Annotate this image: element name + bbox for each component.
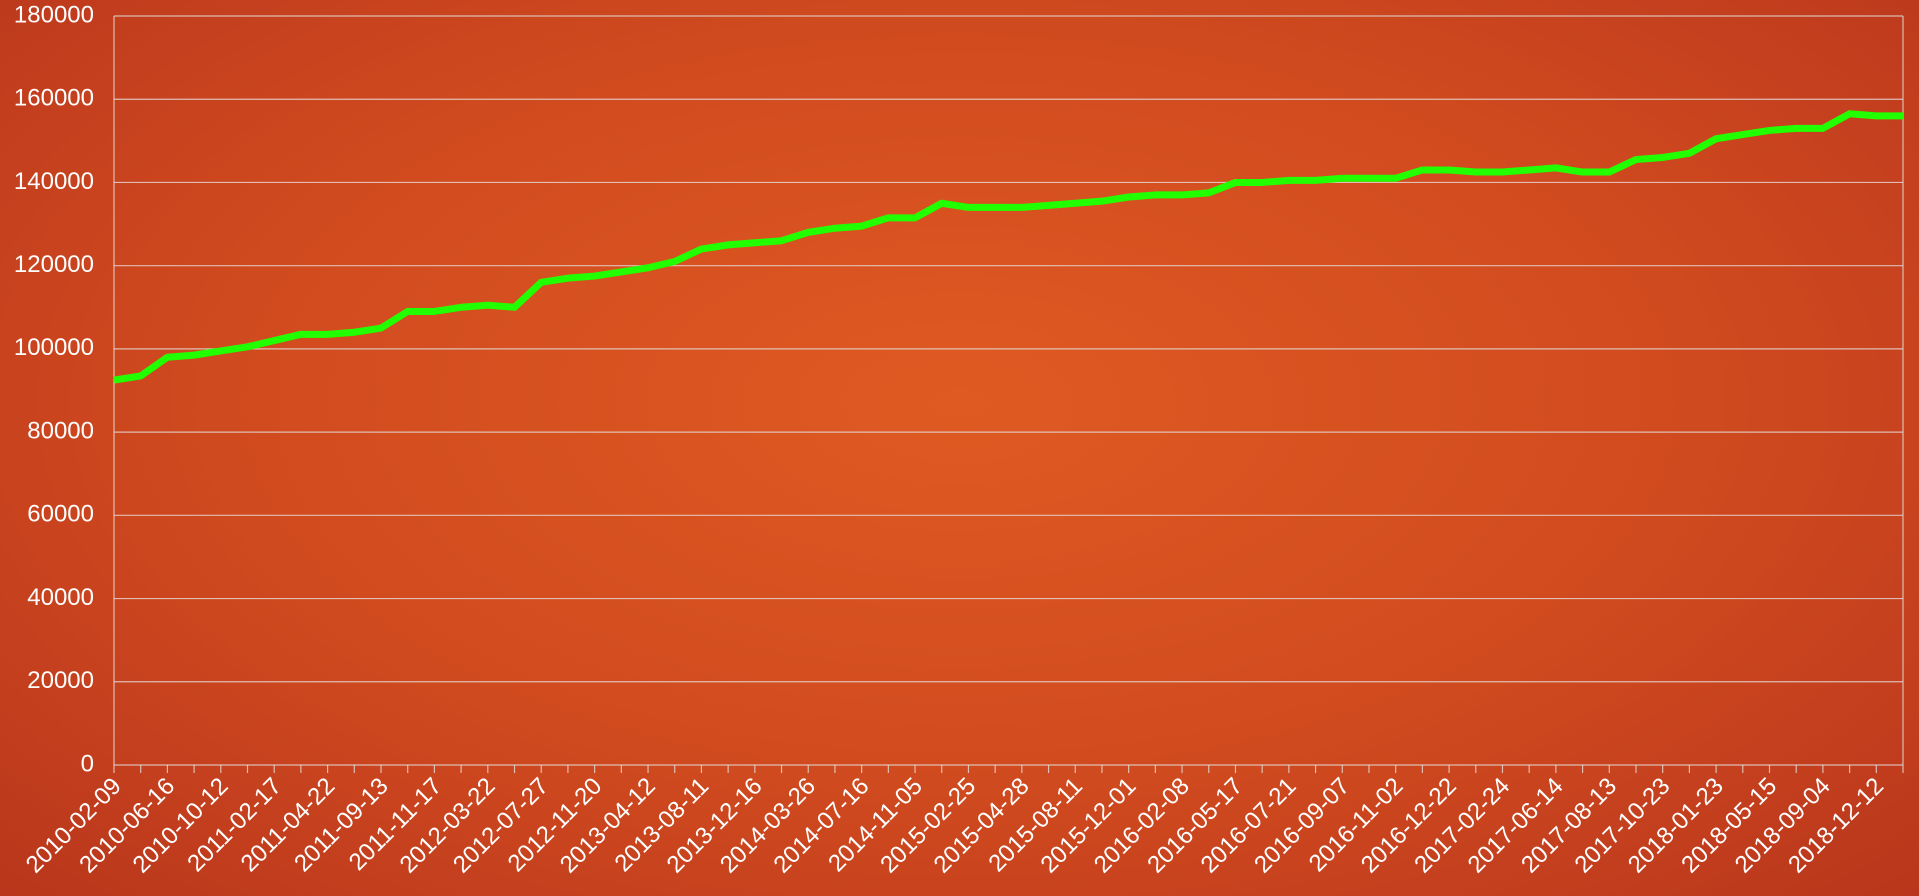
y-tick-label: 160000 xyxy=(14,85,94,112)
y-tick-label: 180000 xyxy=(14,1,94,28)
y-tick-label: 60000 xyxy=(27,501,94,528)
y-tick-label: 20000 xyxy=(27,667,94,694)
y-tick-label: 40000 xyxy=(27,584,94,611)
y-tick-label: 120000 xyxy=(14,251,94,278)
y-tick-label: 0 xyxy=(81,750,94,777)
y-tick-label: 80000 xyxy=(27,417,94,444)
y-tick-label: 140000 xyxy=(14,168,94,195)
y-tick-label: 100000 xyxy=(14,334,94,361)
data-line xyxy=(113,110,1903,384)
